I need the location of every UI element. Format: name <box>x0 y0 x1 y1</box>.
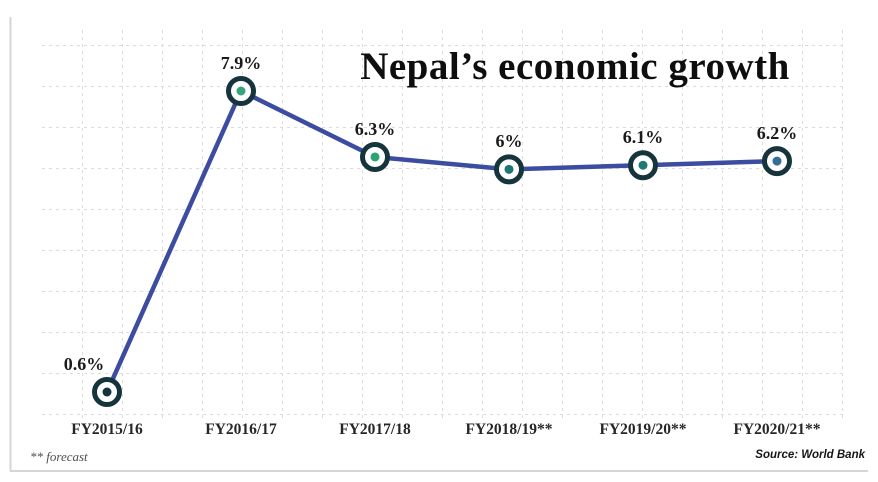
x-axis-label: FY2017/18 <box>339 421 411 438</box>
data-point-label: 6.3% <box>354 118 396 139</box>
data-point-dot <box>102 387 112 397</box>
data-point-dot <box>638 160 648 170</box>
x-axis-label: FY2019/20** <box>599 421 687 438</box>
data-point-label: 6.2% <box>756 123 798 144</box>
source-credit: Source: World Bank <box>755 449 865 461</box>
data-point-label: 6% <box>495 131 523 152</box>
data-point-label: 7.9% <box>220 52 262 73</box>
x-axis-label: FY2015/16 <box>71 421 143 438</box>
x-axis-label: FY2016/17 <box>205 421 277 438</box>
data-point-dot <box>236 86 246 96</box>
grid-lines <box>42 30 845 418</box>
data-point-dot <box>370 152 380 162</box>
data-point-dot <box>504 164 514 174</box>
data-point-dot <box>772 156 782 166</box>
data-line <box>104 88 780 395</box>
chart-title: Nepal’s economic growth <box>360 45 790 88</box>
x-axis-label: FY2018/19** <box>465 421 553 438</box>
data-point-label: 0.6% <box>63 354 105 374</box>
x-axis-label: FY2020/21** <box>733 421 821 438</box>
data-point-label: 6.1% <box>622 127 664 148</box>
forecast-footnote: ** forecast <box>30 449 88 464</box>
